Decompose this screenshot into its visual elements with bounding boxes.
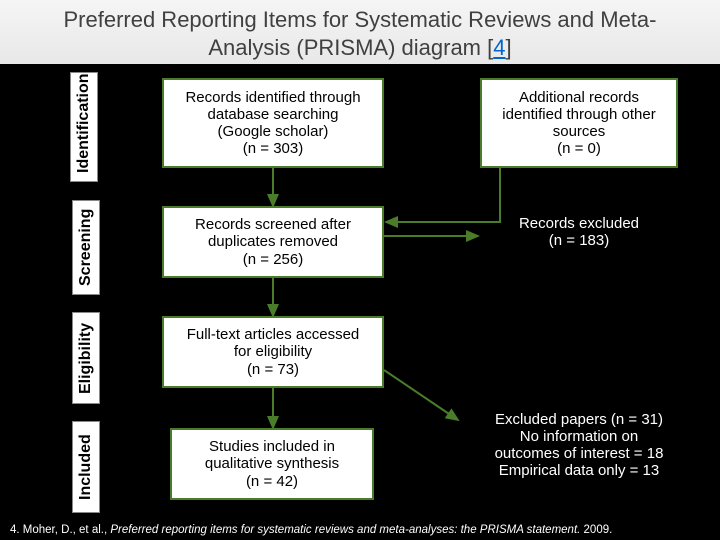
box-text: (n = 42) <box>246 473 298 490</box>
footnote-citation: 4. Moher, D., et al., Preferred reportin… <box>10 524 612 536</box>
box-text: (Google scholar) <box>218 123 329 140</box>
box-records-identified-db: Records identified through database sear… <box>162 78 384 168</box>
box-text: Additional records <box>519 89 639 106</box>
box-text: (n = 303) <box>243 140 303 157</box>
box-text: (n = 256) <box>243 251 303 268</box>
title-line2-pre: Analysis (PRISMA) diagram [ <box>208 35 493 60</box>
box-records-screened: Records screened after duplicates remove… <box>162 206 384 278</box>
box-text: Records screened after <box>195 216 351 233</box>
box-text: outcomes of interest = 18 <box>495 445 664 462</box>
footnote-prefix: 4. Moher, D., et al., <box>10 524 110 536</box>
diagram-title: Preferred Reporting Items for Systematic… <box>0 0 720 64</box>
box-fulltext-eligibility: Full-text articles accessed for eligibil… <box>162 316 384 388</box>
box-excluded-papers: Excluded papers (n = 31) No information … <box>460 398 698 492</box>
box-text: duplicates removed <box>208 233 338 250</box>
box-text: (n = 183) <box>549 232 609 249</box>
stage-label-eligibility: Eligibility <box>72 312 100 404</box>
box-text: qualitative synthesis <box>205 455 339 472</box>
box-records-identified-other: Additional records identified through ot… <box>480 78 678 168</box>
box-text: Full-text articles accessed <box>187 326 360 343</box>
box-text: Excluded papers (n = 31) <box>495 411 663 428</box>
box-text: for eligibility <box>234 343 312 360</box>
box-records-excluded: Records excluded (n = 183) <box>480 206 678 258</box>
box-text: Records identified through <box>185 89 360 106</box>
box-text: (n = 73) <box>247 361 299 378</box>
box-text: Records excluded <box>519 215 639 232</box>
box-text: database searching <box>208 106 339 123</box>
box-text: sources <box>553 123 606 140</box>
footnote-italic: Preferred reporting items for systematic… <box>110 524 580 536</box>
box-text: (n = 0) <box>557 140 601 157</box>
box-text: identified through other <box>502 106 655 123</box>
stage-label-screening: Screening <box>72 200 100 295</box>
box-studies-included: Studies included in qualitative synthesi… <box>170 428 374 500</box>
title-ref-link[interactable]: 4 <box>493 35 505 60</box>
stage-label-included: Included <box>72 421 100 513</box>
box-text: No information on <box>520 428 638 445</box>
stage-label-identification: Identification <box>70 72 98 182</box>
title-line1: Preferred Reporting Items for Systematic… <box>63 7 656 32</box>
footnote-suffix: 2009. <box>580 524 612 536</box>
box-text: Empirical data only = 13 <box>499 462 660 479</box>
title-line2-post: ] <box>505 35 511 60</box>
box-text: Studies included in <box>209 438 335 455</box>
